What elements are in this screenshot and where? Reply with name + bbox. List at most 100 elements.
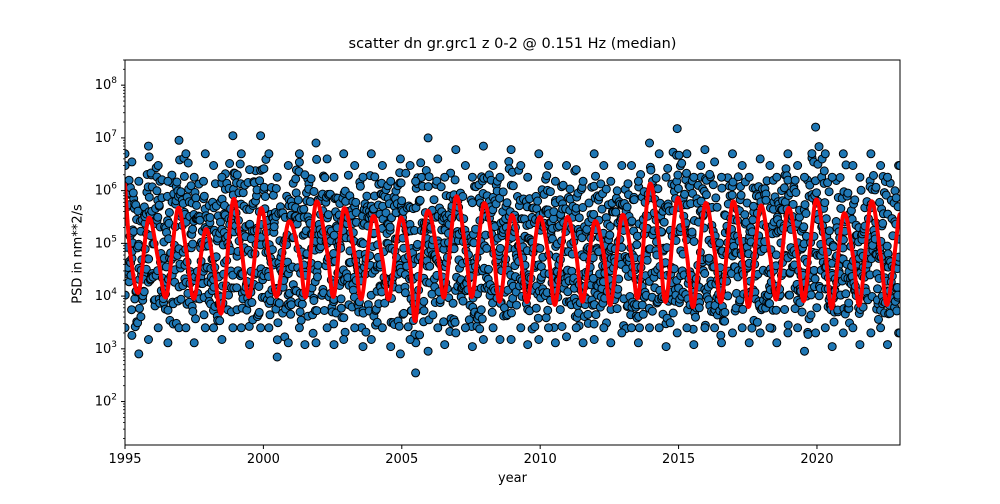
scatter-point: [820, 149, 830, 159]
scatter-point: [343, 170, 353, 180]
scatter-point: [728, 177, 738, 187]
scatter-point: [838, 328, 848, 338]
scatter-point: [488, 161, 498, 170]
scatter-point: [642, 255, 652, 265]
scatter-point: [633, 338, 643, 348]
scatter-point: [395, 349, 405, 359]
scatter-point: [672, 124, 682, 134]
scatter-point: [228, 131, 238, 141]
scatter-point: [571, 165, 581, 175]
scatter-point: [895, 161, 900, 170]
scatter-point: [269, 222, 279, 232]
scatter-point: [736, 190, 746, 200]
scatter-point: [761, 195, 771, 205]
scatter-point: [350, 323, 360, 333]
scatter-point: [448, 298, 458, 308]
scatter-point: [591, 310, 601, 320]
scatter-point: [366, 149, 376, 159]
scatter-point: [843, 188, 853, 198]
scatter-point: [254, 282, 264, 291]
scatter-point: [765, 299, 774, 308]
scatter-point: [423, 346, 433, 356]
scatter-point: [439, 317, 449, 327]
scatter-point: [425, 261, 435, 271]
scatter-point: [531, 303, 541, 313]
scatter-point: [700, 145, 710, 155]
y-tick-label: 106: [95, 182, 118, 199]
scatter-point: [423, 133, 433, 143]
scatter-point: [597, 204, 607, 214]
scatter-point: [653, 184, 663, 194]
scatter-point: [680, 189, 690, 199]
scatter-point: [311, 138, 321, 148]
scatter-point: [411, 176, 421, 186]
scatter-point: [256, 131, 266, 141]
scatter-point: [612, 304, 622, 314]
scatter-point: [433, 154, 443, 164]
scatter-point: [299, 204, 309, 214]
scatter-point: [811, 328, 821, 338]
scatter-point: [694, 303, 704, 313]
scatter-point: [589, 319, 599, 329]
scatter-point: [589, 335, 599, 344]
x-tick-label: 2000: [247, 452, 280, 467]
scatter-point: [737, 161, 747, 170]
scatter-point: [309, 296, 319, 305]
chart-title: scatter dn gr.grc1 z 0-2 @ 0.151 Hz (med…: [348, 36, 677, 52]
scatter-point: [737, 323, 747, 333]
scatter-point: [506, 145, 516, 155]
scatter-point: [400, 288, 410, 298]
scatter-point: [801, 209, 811, 218]
scatter-point: [164, 208, 174, 217]
scatter-point: [508, 181, 518, 191]
scatter-point: [144, 192, 154, 202]
scatter-point: [723, 291, 733, 301]
x-tick-label: 2005: [385, 452, 418, 467]
scatter-point: [708, 180, 718, 190]
scatter-point: [232, 283, 242, 293]
scatter-point: [895, 328, 900, 338]
scatter-point: [855, 340, 865, 350]
scatter-point: [827, 172, 837, 182]
scatter-point: [856, 185, 866, 195]
scatter-point: [635, 323, 644, 333]
scatter-point: [291, 174, 301, 184]
y-tick-label: 104: [95, 287, 118, 304]
scatter-point: [424, 172, 434, 182]
scatter-point: [127, 305, 137, 315]
scatter-point: [800, 172, 809, 182]
scatter-point: [824, 226, 834, 236]
scatter-point: [322, 154, 332, 164]
scatter-point: [377, 323, 387, 333]
x-axis-ticks: 1995 2000 2005 2010 2015 2020: [108, 445, 834, 467]
scatter-point: [153, 323, 163, 333]
scatter-point: [183, 158, 193, 168]
scatter-point: [596, 179, 606, 189]
scatter-point: [232, 170, 242, 180]
y-tick-label: 105: [95, 234, 117, 251]
scatter-point: [871, 182, 881, 192]
scatter-point: [883, 340, 892, 350]
scatter-point: [617, 328, 627, 338]
y-tick-label: 107: [95, 129, 117, 146]
scatter-point: [286, 300, 296, 310]
scatter-point: [127, 157, 137, 167]
scatter-point: [584, 198, 594, 208]
scatter-point: [440, 172, 450, 182]
scatter-point: [812, 303, 822, 313]
scatter-point: [807, 149, 817, 159]
scatter-point: [176, 294, 186, 304]
scatter-point: [179, 171, 189, 181]
scatter-point: [550, 176, 560, 186]
scatter-point: [134, 176, 144, 186]
scatter-point: [821, 214, 831, 224]
scatter-point: [629, 195, 639, 205]
scatter-point: [800, 200, 810, 210]
scatter-point: [264, 149, 274, 159]
scatter-point: [705, 169, 715, 179]
scatter-point: [188, 239, 198, 249]
scatter-point: [790, 175, 800, 185]
scatter-point: [530, 322, 540, 332]
scatter-point: [428, 310, 438, 320]
scatter-point: [467, 342, 477, 352]
